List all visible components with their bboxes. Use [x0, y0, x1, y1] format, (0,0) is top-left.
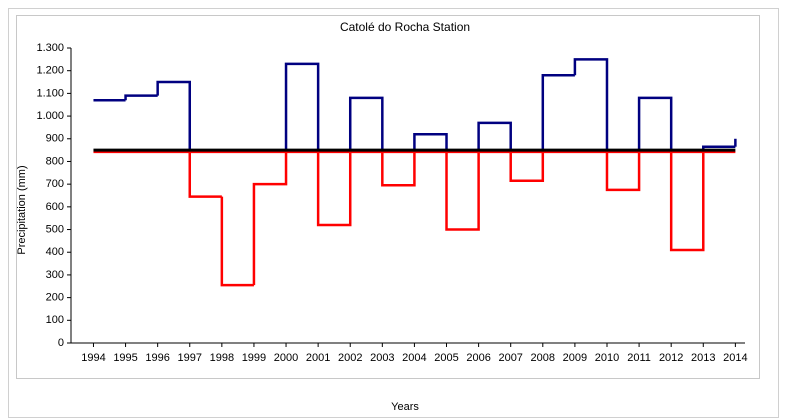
x-tick-label: 2004 [402, 352, 426, 364]
y-tick-label: 1.300 [36, 42, 64, 54]
x-tick-label: 2009 [563, 352, 587, 364]
x-tick-label: 2003 [370, 352, 394, 364]
step-segment [413, 132, 448, 151]
x-tick-label: 2008 [531, 352, 555, 364]
step-segment [605, 150, 641, 192]
x-tick-label: 1997 [178, 352, 202, 364]
x-tick-label: 2002 [338, 352, 362, 364]
chart-title: Catolé do Rocha Station [340, 20, 470, 34]
step-segment [637, 96, 673, 151]
step-segment [252, 150, 288, 286]
x-tick-label: 1999 [242, 352, 266, 364]
x-tick-label: 2014 [723, 352, 747, 364]
y-tick-label: 300 [46, 269, 64, 281]
x-tick-label: 2006 [466, 352, 490, 364]
step-segment [124, 94, 158, 101]
step-segment [316, 150, 352, 227]
y-tick-label: 0 [58, 337, 64, 349]
y-tick-label: 700 [46, 178, 64, 190]
y-tick-label: 500 [46, 223, 64, 235]
step-segment [156, 80, 192, 151]
step-segment [541, 73, 575, 151]
x-tick-label: 1998 [210, 352, 234, 364]
y-tick-label: 100 [46, 314, 64, 326]
y-tick-label: 800 [46, 155, 64, 167]
step-segment [573, 58, 609, 151]
x-tick-label: 2011 [627, 352, 651, 364]
y-axis-label: Precipitation (mm) [16, 165, 28, 254]
y-tick-label: 200 [46, 292, 64, 304]
y-tick-label: 900 [46, 133, 64, 145]
y-tick-label: 400 [46, 246, 64, 258]
x-tick-label: 2010 [595, 352, 619, 364]
step-segment [669, 150, 705, 252]
x-tick-label: 2001 [306, 352, 330, 364]
y-tick-label: 1.200 [36, 65, 64, 77]
y-tick-label: 1.000 [36, 110, 64, 122]
x-axis-label: Years [391, 401, 419, 413]
plot-frame [16, 15, 760, 379]
step-segment [284, 62, 320, 151]
step-segment [188, 150, 222, 198]
step-segment [477, 121, 512, 151]
step-segment [220, 196, 254, 287]
step-segment [509, 150, 545, 182]
x-tick-label: 2012 [659, 352, 683, 364]
step-segment [381, 150, 416, 187]
y-tick-label: 600 [46, 201, 64, 213]
x-tick-label: 2000 [274, 352, 298, 364]
x-tick-label: 1996 [145, 352, 169, 364]
y-tick-label: 1.100 [36, 87, 64, 99]
x-tick-label: 2013 [691, 352, 715, 364]
step-segment [445, 150, 480, 231]
x-tick-label: 1994 [81, 352, 105, 364]
x-tick-label: 2007 [498, 352, 522, 364]
x-tick-label: 2005 [434, 352, 458, 364]
x-tick-label: 1995 [113, 352, 137, 364]
step-segment [348, 96, 384, 151]
